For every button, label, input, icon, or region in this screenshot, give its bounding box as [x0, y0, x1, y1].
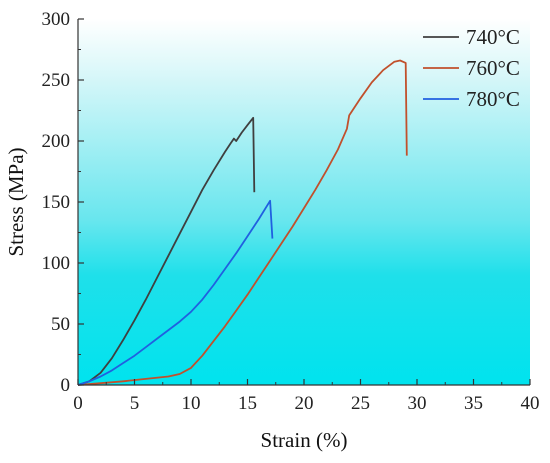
tick-layer: 0 5 10 15 20 25 30 35 40 0 50 100 150 200 250 300 — [42, 9, 540, 414]
y-tick-label: 200 — [42, 131, 71, 152]
x-tick-label: 30 — [408, 393, 427, 414]
x-tick-label: 25 — [351, 393, 370, 414]
y-tick-label: 300 — [42, 9, 71, 30]
x-tick-label: 0 — [73, 393, 83, 414]
y-axis-title: Stress (MPa) — [4, 147, 28, 256]
x-tick-label: 10 — [182, 393, 201, 414]
y-tick-label: 150 — [42, 192, 71, 213]
legend-label-3: 780°C — [466, 87, 520, 111]
x-tick-label: 35 — [464, 393, 483, 414]
series-layer — [77, 59, 408, 386]
series-line-1 — [77, 116, 256, 386]
y-tick-label: 250 — [42, 70, 71, 91]
series-line-3 — [77, 199, 274, 386]
x-tick-label: 20 — [295, 393, 314, 414]
x-tick-label: 40 — [521, 393, 540, 414]
x-tick-label: 15 — [238, 393, 257, 414]
legend-label-1: 740°C — [466, 25, 520, 49]
x-tick-label: 5 — [130, 393, 140, 414]
y-tick-label: 0 — [61, 375, 71, 396]
y-tick-label: 50 — [51, 314, 70, 335]
plot-background — [78, 19, 530, 385]
x-axis-title: Strain (%) — [261, 428, 348, 452]
legend: 740°C 760°C 780°C — [423, 25, 520, 111]
legend-label-2: 760°C — [466, 56, 520, 80]
series-line-2 — [77, 59, 408, 386]
y-tick-label: 100 — [42, 253, 71, 274]
